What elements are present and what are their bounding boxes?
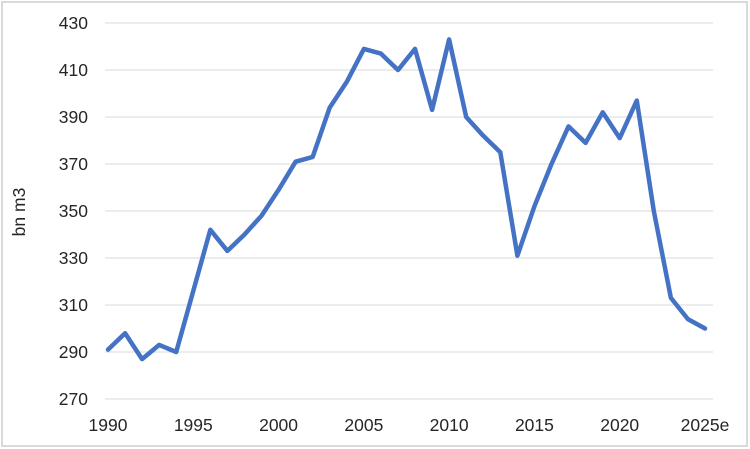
- x-tick-label: 2000: [259, 415, 298, 435]
- y-tick-label: 330: [59, 248, 88, 268]
- axis-labels-group: 270 290 310 330 350 370 390 410 430 1990 1995 2000 2…: [59, 13, 730, 435]
- x-tick-label: 2020: [600, 415, 639, 435]
- y-tick-label: 410: [59, 60, 88, 80]
- x-tick-label: 1990: [89, 415, 128, 435]
- y-tick-label: 390: [59, 107, 88, 127]
- x-tick-label: 1995: [174, 415, 213, 435]
- data-series-line: [105, 37, 708, 362]
- gridlines-group: [105, 22, 713, 400]
- y-tick-label: 430: [59, 13, 88, 33]
- y-tick-label: 350: [59, 201, 88, 221]
- x-tick-label: 2005: [344, 415, 383, 435]
- x-tick-label: 2010: [430, 415, 469, 435]
- y-tick-label: 270: [59, 389, 88, 409]
- x-tick-label: 2025e: [681, 415, 730, 435]
- y-tick-label: 370: [59, 154, 88, 174]
- x-tick-label: 2015: [515, 415, 554, 435]
- y-tick-label: 310: [59, 295, 88, 315]
- series-group: [105, 37, 708, 362]
- y-axis-title: bn m3: [9, 188, 29, 237]
- y-tick-label: 290: [59, 342, 88, 362]
